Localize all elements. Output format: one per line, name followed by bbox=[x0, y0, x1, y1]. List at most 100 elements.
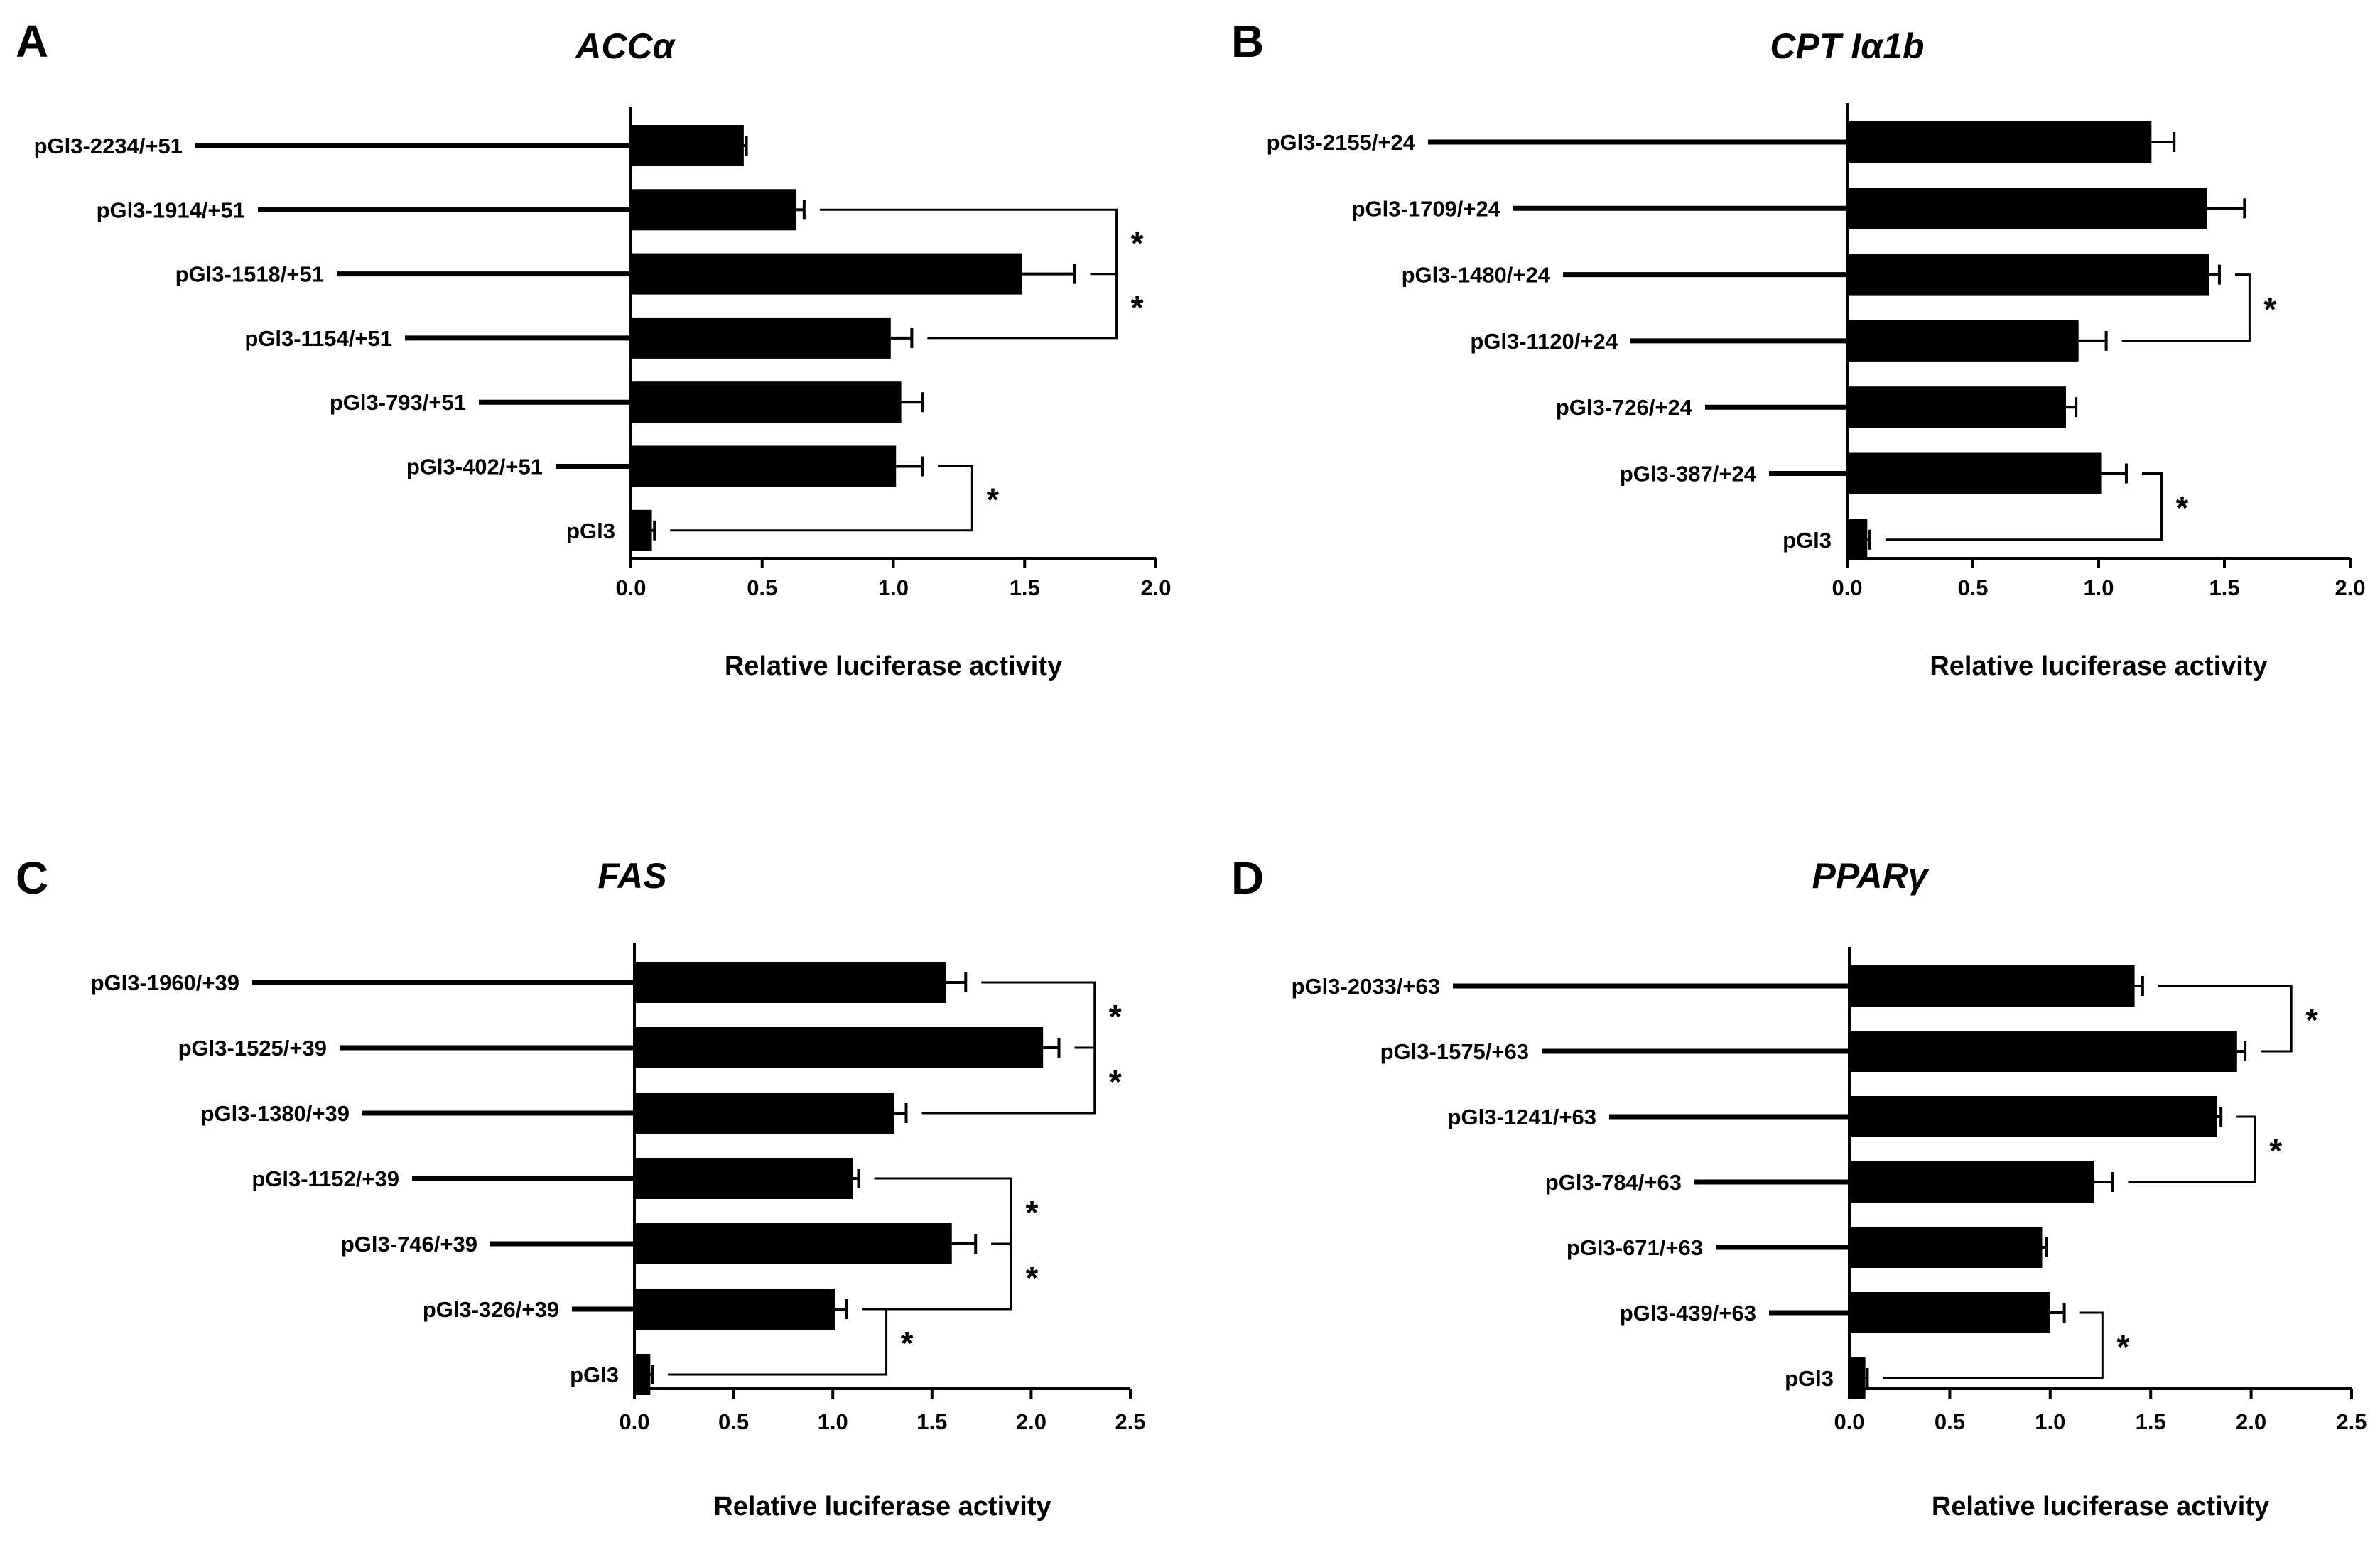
x-tick-label: 2.0 bbox=[1016, 1409, 1046, 1434]
bar bbox=[1849, 1161, 2095, 1203]
bar bbox=[1847, 386, 2066, 428]
x-tick-label: 0.0 bbox=[619, 1409, 649, 1434]
panel-title: PPARγ bbox=[1812, 856, 1930, 896]
category-label: pGl3 bbox=[1785, 1366, 1834, 1391]
significance-star: * bbox=[1131, 289, 1144, 326]
category-label: pGl3-1120/+24 bbox=[1470, 329, 1618, 354]
category-label: pGl3-1914/+51 bbox=[97, 197, 245, 222]
bar bbox=[634, 1027, 1044, 1068]
category-label: pGl3-2234/+51 bbox=[34, 134, 183, 158]
panel-c: C FAS 0.0 0.5 1.0 1.5 2.0 2.5 Relative luciferas… bbox=[16, 852, 1146, 1522]
bar bbox=[1849, 965, 2135, 1007]
category-label: pGl3-387/+24 bbox=[1620, 462, 1757, 487]
category-label: pGl3-1380/+39 bbox=[201, 1101, 350, 1126]
category-label: pGl3 bbox=[566, 519, 615, 543]
category-label: pGl3-1480/+24 bbox=[1402, 263, 1551, 288]
category-label: pGl3-793/+51 bbox=[330, 390, 466, 415]
x-axis-label: Relative luciferase activity bbox=[1930, 651, 2267, 681]
bar bbox=[631, 445, 897, 487]
significance-star: * bbox=[2269, 1132, 2282, 1169]
x-tick-label: 2.0 bbox=[1140, 575, 1171, 600]
bar bbox=[1849, 1096, 2217, 1137]
category-label: pGl3-2033/+63 bbox=[1292, 974, 1440, 999]
bar bbox=[1847, 320, 2079, 362]
category-label: pGl3-402/+51 bbox=[406, 455, 543, 479]
panel-title: ACCα bbox=[574, 26, 676, 66]
significance-bracket bbox=[862, 1242, 1012, 1311]
category-label: pGl3-784/+63 bbox=[1545, 1170, 1682, 1195]
significance-star: * bbox=[1131, 224, 1144, 261]
x-tick-label: 1.0 bbox=[2035, 1409, 2065, 1434]
significance-star: * bbox=[1025, 1194, 1038, 1231]
category-label: pGl3-1518/+51 bbox=[175, 262, 324, 287]
x-tick-label: 0.5 bbox=[747, 575, 777, 600]
category-label: pGl3-326/+39 bbox=[423, 1297, 559, 1322]
panel-a: A ACCα 0.0 0.5 1.0 1.5 2.0 Relative luciferase … bbox=[16, 16, 1172, 681]
category-label: pGl3-1575/+63 bbox=[1380, 1039, 1529, 1064]
significance-star: * bbox=[1025, 1259, 1038, 1296]
x-axis-label: Relative luciferase activity bbox=[1932, 1492, 2269, 1522]
bar bbox=[634, 1354, 651, 1395]
bar bbox=[1849, 1357, 1866, 1399]
category-label: pGl3-1960/+39 bbox=[91, 970, 239, 995]
x-axis-label: Relative luciferase activity bbox=[725, 651, 1062, 681]
x-tick-label: 1.0 bbox=[818, 1409, 848, 1434]
x-tick-label: 1.0 bbox=[878, 575, 909, 600]
bar bbox=[631, 381, 902, 423]
panel-b: B CPT Iα1b 0.0 0.5 1.0 1.5 2.0 Relative lucifer… bbox=[1231, 16, 2366, 681]
bar bbox=[634, 1158, 853, 1199]
category-label: pGl3 bbox=[1783, 528, 1832, 553]
bar bbox=[1847, 254, 2209, 296]
significance-bracket bbox=[2128, 1115, 2256, 1183]
x-tick-label: 0.0 bbox=[1834, 1409, 1864, 1434]
bar bbox=[631, 125, 744, 166]
x-tick-label: 1.0 bbox=[2083, 575, 2114, 600]
significance-star: * bbox=[2263, 291, 2276, 327]
panel-letter: B bbox=[1231, 16, 1264, 67]
significance-star: * bbox=[1109, 998, 1122, 1035]
category-label: pGl3-671/+63 bbox=[1567, 1235, 1703, 1260]
bar bbox=[1847, 519, 1868, 560]
panel-d: D PPARγ 0.0 0.5 1.0 1.5 2.0 2.5 Relative lucifer… bbox=[1231, 852, 2367, 1522]
bar bbox=[1849, 1227, 2043, 1268]
x-tick-label: 2.5 bbox=[1115, 1409, 1145, 1434]
significance-star: * bbox=[2176, 489, 2189, 526]
significance-bracket bbox=[2121, 273, 2251, 342]
panel-letter: C bbox=[16, 852, 48, 904]
bar bbox=[631, 253, 1022, 295]
x-tick-label: 2.0 bbox=[2335, 575, 2365, 600]
bar bbox=[1849, 1292, 2050, 1333]
x-tick-label: 0.5 bbox=[718, 1409, 749, 1434]
category-label: pGl3-746/+39 bbox=[341, 1232, 477, 1257]
x-tick-label: 2.0 bbox=[2236, 1409, 2266, 1434]
x-tick-label: 0.5 bbox=[1935, 1409, 1965, 1434]
x-tick-label: 1.5 bbox=[1010, 575, 1040, 600]
panel-letter: D bbox=[1231, 852, 1264, 904]
significance-star: * bbox=[901, 1325, 914, 1362]
x-tick-label: 1.5 bbox=[916, 1409, 947, 1434]
category-label: pGl3-2155/+24 bbox=[1267, 130, 1416, 155]
x-tick-label: 0.5 bbox=[1957, 575, 1988, 600]
category-label: pGl3 bbox=[570, 1362, 619, 1387]
significance-bracket bbox=[2158, 985, 2293, 1053]
x-tick-label: 1.5 bbox=[2209, 575, 2239, 600]
bar bbox=[634, 962, 946, 1003]
category-label: pGl3-1525/+39 bbox=[178, 1036, 327, 1061]
category-label: pGl3-439/+63 bbox=[1620, 1301, 1756, 1326]
significance-bracket bbox=[1885, 472, 2163, 541]
bar bbox=[1849, 1031, 2237, 1072]
bar bbox=[634, 1289, 835, 1330]
significance-bracket bbox=[670, 465, 973, 532]
x-tick-label: 0.0 bbox=[1832, 575, 1862, 600]
significance-bracket bbox=[1883, 1311, 2104, 1379]
x-tick-label: 2.5 bbox=[2336, 1409, 2367, 1434]
category-label: pGl3-726/+24 bbox=[1556, 395, 1693, 420]
category-label: pGl3-1709/+24 bbox=[1352, 196, 1501, 221]
bar bbox=[634, 1093, 894, 1134]
bar bbox=[1847, 188, 2207, 229]
bar bbox=[1847, 452, 2102, 494]
significance-bracket bbox=[668, 1308, 888, 1376]
significance-star: * bbox=[986, 482, 999, 519]
significance-bracket bbox=[921, 1046, 1096, 1115]
